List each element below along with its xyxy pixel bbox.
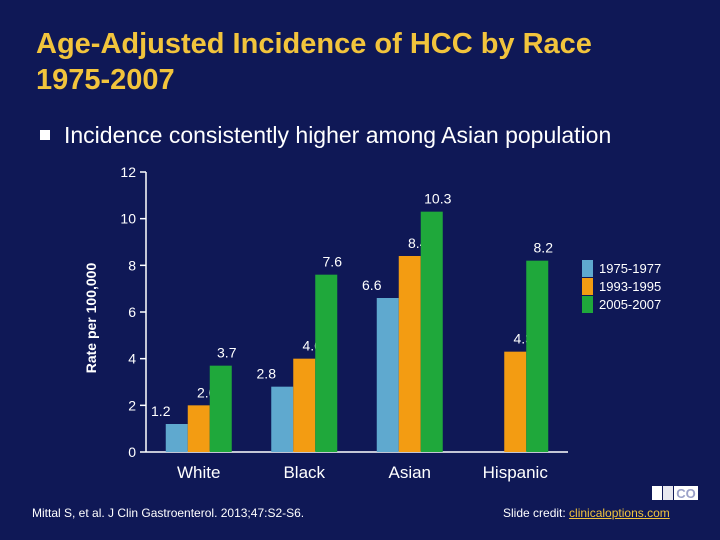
bar-black-2005-2007 bbox=[315, 274, 338, 452]
data-label: 7.6 bbox=[323, 254, 343, 270]
bar-black-1993-1995 bbox=[293, 358, 316, 452]
y-tick-label: 10 bbox=[120, 211, 136, 227]
legend-swatch bbox=[582, 260, 593, 277]
bullet-point: Incidence consistently higher among Asia… bbox=[40, 122, 611, 149]
data-label: 6.6 bbox=[362, 277, 382, 293]
legend-entry: 1975-1977 bbox=[599, 261, 661, 276]
y-tick-label: 6 bbox=[128, 304, 136, 320]
clinical-options-logo: CO bbox=[652, 486, 698, 500]
y-axis-label: Rate per 100,000 bbox=[83, 263, 99, 374]
slide-title: Age-Adjusted Incidence of HCC by Race 19… bbox=[36, 26, 696, 98]
bar-asian-2005-2007 bbox=[420, 211, 443, 452]
citation: Mittal S, et al. J Clin Gastroenterol. 2… bbox=[32, 506, 305, 520]
bar-black-1975-1977 bbox=[271, 386, 294, 452]
credit-link[interactable]: clinicaloptions.com bbox=[569, 506, 670, 520]
data-label: 2.8 bbox=[257, 366, 277, 382]
x-tick-label-hispanic: Hispanic bbox=[483, 463, 549, 482]
bar-asian-1993-1995 bbox=[398, 256, 421, 452]
y-tick-label: 0 bbox=[128, 444, 136, 460]
bar-hispanic-1993-1995 bbox=[504, 351, 527, 452]
x-tick-label-asian: Asian bbox=[388, 463, 431, 482]
data-label: 8.2 bbox=[534, 240, 554, 256]
x-tick-label-white: White bbox=[177, 463, 220, 482]
data-label: 10.3 bbox=[424, 191, 451, 207]
legend-swatch bbox=[582, 296, 593, 313]
data-label: 1.2 bbox=[151, 403, 171, 419]
logo-text: CO bbox=[676, 486, 696, 500]
y-tick-label: 2 bbox=[128, 397, 136, 413]
credit-label: Slide credit: bbox=[503, 506, 570, 520]
bullet-text: Incidence consistently higher among Asia… bbox=[64, 122, 612, 148]
bar-asian-1975-1977 bbox=[376, 298, 399, 452]
x-tick-label-black: Black bbox=[283, 463, 325, 482]
legend-entry: 2005-2007 bbox=[599, 297, 661, 312]
y-tick-label: 8 bbox=[128, 257, 136, 273]
bar-white-2005-2007 bbox=[209, 365, 232, 452]
data-label: 3.7 bbox=[217, 345, 237, 361]
y-tick-label: 12 bbox=[120, 164, 136, 180]
y-tick-label: 4 bbox=[128, 351, 136, 367]
title-line-1: Age-Adjusted Incidence of HCC by Race bbox=[36, 28, 592, 60]
legend-swatch bbox=[582, 278, 593, 295]
title-line-2: 1975-2007 bbox=[36, 64, 175, 96]
legend-entry: 1993-1995 bbox=[599, 279, 661, 294]
slide-credit: Slide credit: clinicaloptions.com bbox=[503, 506, 670, 520]
bar-white-1993-1995 bbox=[187, 405, 210, 452]
square-bullet-icon bbox=[40, 129, 50, 140]
bar-white-1975-1977 bbox=[165, 424, 188, 452]
bar-hispanic-2005-2007 bbox=[526, 260, 549, 452]
